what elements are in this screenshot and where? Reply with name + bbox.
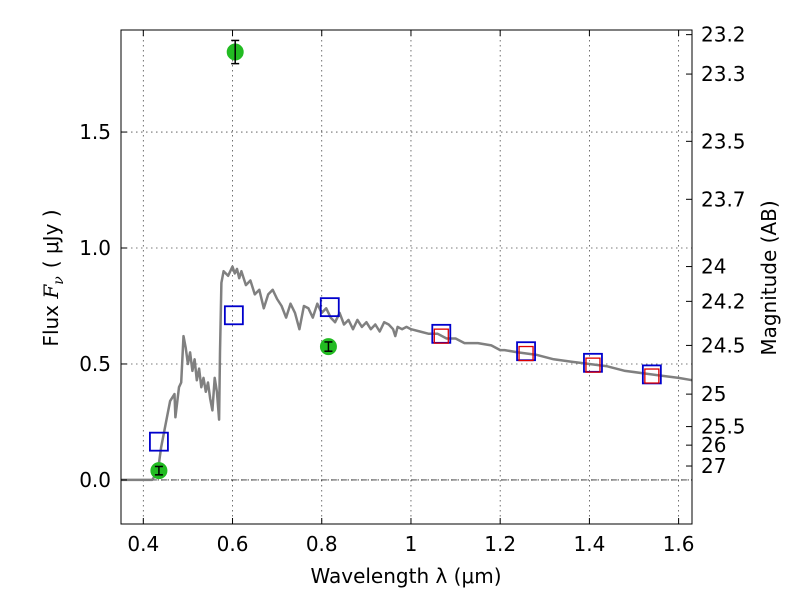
right-tick-label: 23.2: [701, 23, 746, 47]
right-tick-label: 23.7: [701, 187, 746, 211]
right-tick-label: 25: [701, 382, 726, 406]
y-tick-label: 1.5: [79, 120, 111, 144]
template-spectrum-line: [121, 265, 693, 482]
model-photometry-square: [516, 341, 536, 362]
y-tick-label: 1.0: [79, 236, 111, 260]
model-photometry-square: [319, 297, 340, 318]
x-tick-label: 0.6: [217, 532, 249, 556]
x-tick-label: 0.8: [306, 532, 338, 556]
plot-frame: [120, 29, 693, 525]
model-photometry-inner-square: [585, 357, 601, 373]
model-photometry-inner-square: [433, 328, 449, 344]
y-tick-label: 0.0: [79, 468, 111, 492]
x-tick-label: 0.4: [127, 532, 159, 556]
y-axis-label-right: Magnitude (AB): [757, 200, 781, 355]
model-photometry-inner-square: [644, 368, 660, 384]
model-photometry-square: [223, 305, 244, 326]
y-axis-label-left: Flux Fν( μJy ): [39, 209, 67, 346]
right-tick-label: 23.5: [701, 129, 746, 153]
model-photometry-square: [149, 431, 169, 452]
right-tick-label: 27: [701, 454, 726, 478]
x-tick-label: 1.4: [573, 532, 605, 556]
x-tick-label: 1.6: [663, 532, 695, 556]
right-tick-label: 25.5: [701, 415, 746, 439]
y-tick-label: 0.5: [79, 352, 111, 376]
right-tick-label: 23.3: [701, 62, 746, 86]
x-tick-label: 1: [405, 532, 418, 556]
model-photometry-inner-square: [518, 345, 534, 362]
right-tick-label: 24: [701, 255, 726, 279]
right-tick-label: 24.5: [701, 333, 746, 357]
data-layer: [121, 39, 693, 482]
tick-layer: 0.4 0.6 0.8 1 1.2 1.4 1.6 0.0 0.5 1.0 1.5 23.2 23.3 2…: [79, 23, 745, 556]
x-axis-label: Wavelength λ (μm): [310, 564, 501, 588]
right-tick-label: 24.2: [701, 289, 746, 313]
grid-layer: [121, 30, 692, 524]
x-tick-label: 1.2: [484, 532, 516, 556]
right-tick-label: 26: [701, 433, 726, 457]
